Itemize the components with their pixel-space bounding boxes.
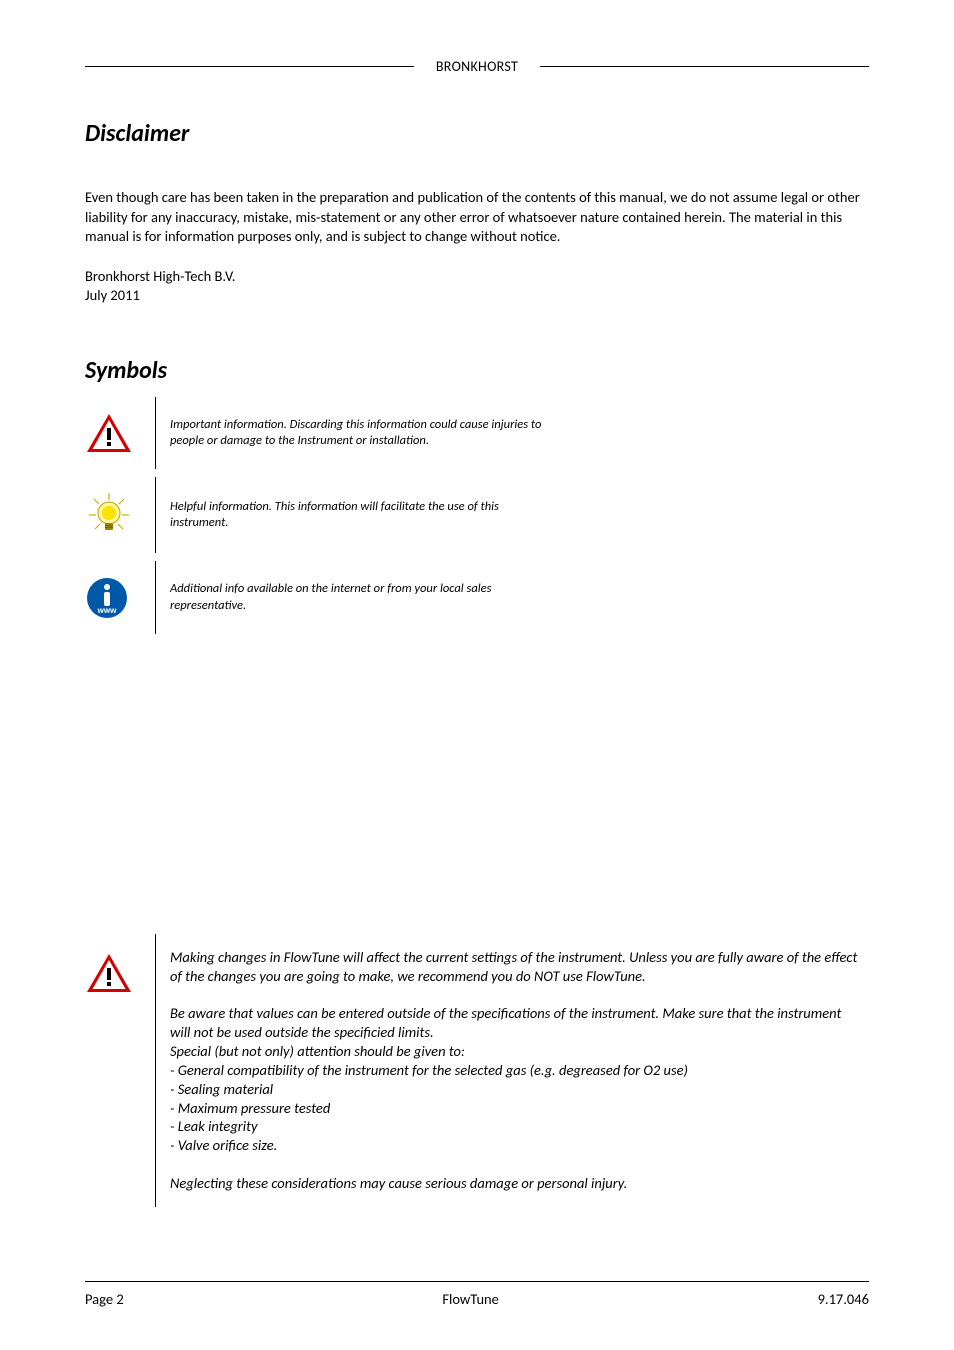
symbol-row-bulb: Helpful information. This information wi… <box>85 477 869 553</box>
symbol-row-info: www Additional info available on the int… <box>85 561 869 634</box>
warn-line: Making changes in FlowTune will affect t… <box>170 948 863 986</box>
footer-center: FlowTune <box>442 1290 499 1308</box>
warn-line: Neglecting these considerations may caus… <box>170 1174 863 1193</box>
symbol-row-warning: Important information. Discarding this i… <box>85 397 869 470</box>
symbol-text-info: Additional info available on the interne… <box>156 561 566 634</box>
symbols-table: Important information. Discarding this i… <box>85 397 869 634</box>
warn-line: - Maximum pressure tested <box>170 1099 863 1118</box>
disclaimer-body: Even though care has been taken in the p… <box>85 188 869 247</box>
signature-company: Bronkhorst High-Tech B.V. <box>85 267 869 287</box>
footer-left: Page 2 <box>85 1290 124 1308</box>
footer-right: 9.17.046 <box>818 1290 869 1308</box>
warning-block: Making changes in FlowTune will affect t… <box>85 934 869 1207</box>
page-footer: Page 2 FlowTune 9.17.046 <box>85 1281 869 1308</box>
warn-line: - Sealing material <box>170 1080 863 1099</box>
signature-date: July 2011 <box>85 286 869 306</box>
warning-block-text: Making changes in FlowTune will affect t… <box>156 934 869 1207</box>
warning-icon <box>85 934 155 1207</box>
warning-icon <box>85 397 155 470</box>
page-header: BRONKHORST <box>85 58 869 75</box>
warn-line: - Leak integrity <box>170 1117 863 1136</box>
header-rule-left <box>85 66 414 67</box>
symbol-text-warning: Important information. Discarding this i… <box>156 397 566 470</box>
bulb-icon <box>85 477 155 553</box>
disclaimer-signature: Bronkhorst High-Tech B.V. July 2011 <box>85 267 869 306</box>
header-rule-right <box>540 66 869 67</box>
warn-line: - General compatibility of the instrumen… <box>170 1061 863 1080</box>
warn-line: Special (but not only) attention should … <box>170 1042 863 1061</box>
symbol-text-bulb: Helpful information. This information wi… <box>156 477 566 553</box>
svg-text:www: www <box>97 606 117 615</box>
symbols-heading: Symbols <box>85 356 869 385</box>
warn-line: - Valve orifice size. <box>170 1136 863 1155</box>
info-www-icon: www <box>85 561 155 634</box>
disclaimer-heading: Disclaimer <box>85 119 869 148</box>
warn-line: Be aware that values can be entered outs… <box>170 1004 863 1042</box>
header-brand: BRONKHORST <box>414 58 540 75</box>
